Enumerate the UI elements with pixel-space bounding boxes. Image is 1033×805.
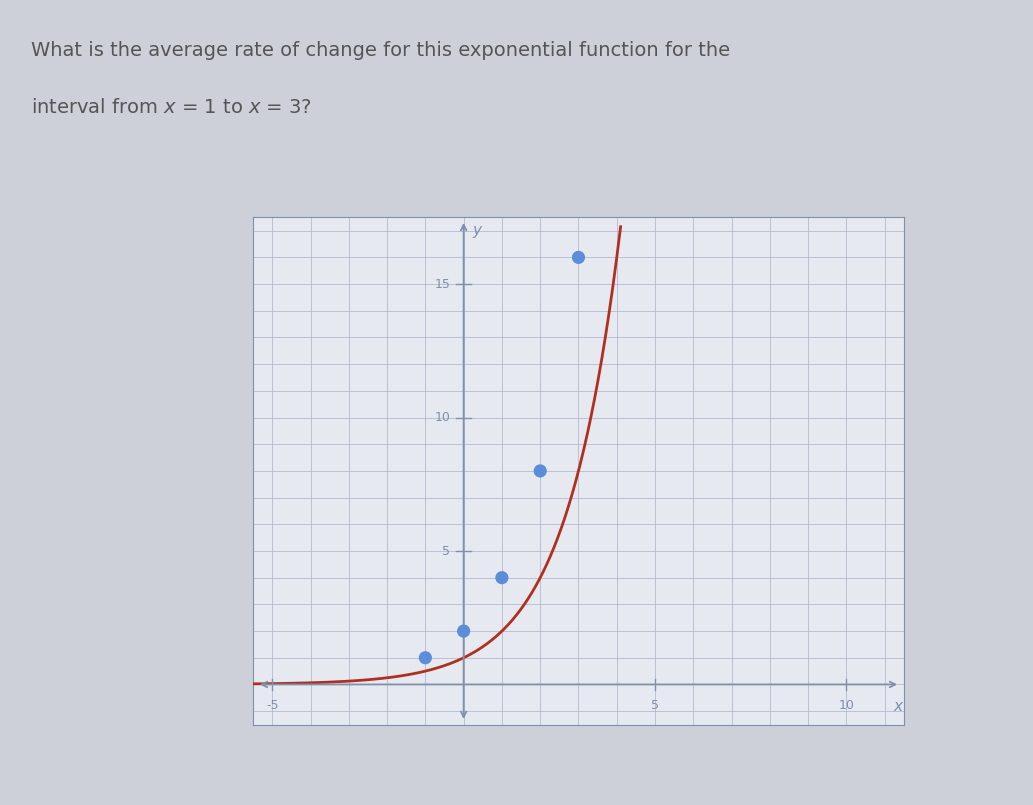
Text: What is the average rate of change for this exponential function for the: What is the average rate of change for t… <box>31 41 730 60</box>
Point <box>494 572 510 584</box>
Point <box>456 625 472 638</box>
Text: interval from $x$ = 1 to $x$ = 3?: interval from $x$ = 1 to $x$ = 3? <box>31 97 312 117</box>
Text: x: x <box>894 699 903 714</box>
Text: y: y <box>472 223 481 237</box>
Text: 15: 15 <box>434 278 450 291</box>
Point <box>417 651 434 664</box>
Point <box>532 464 549 477</box>
Text: 5: 5 <box>442 544 450 558</box>
Point <box>570 251 587 264</box>
Text: 5: 5 <box>651 699 659 712</box>
Text: -5: -5 <box>265 699 279 712</box>
Text: 10: 10 <box>839 699 854 712</box>
Text: 10: 10 <box>434 411 450 424</box>
